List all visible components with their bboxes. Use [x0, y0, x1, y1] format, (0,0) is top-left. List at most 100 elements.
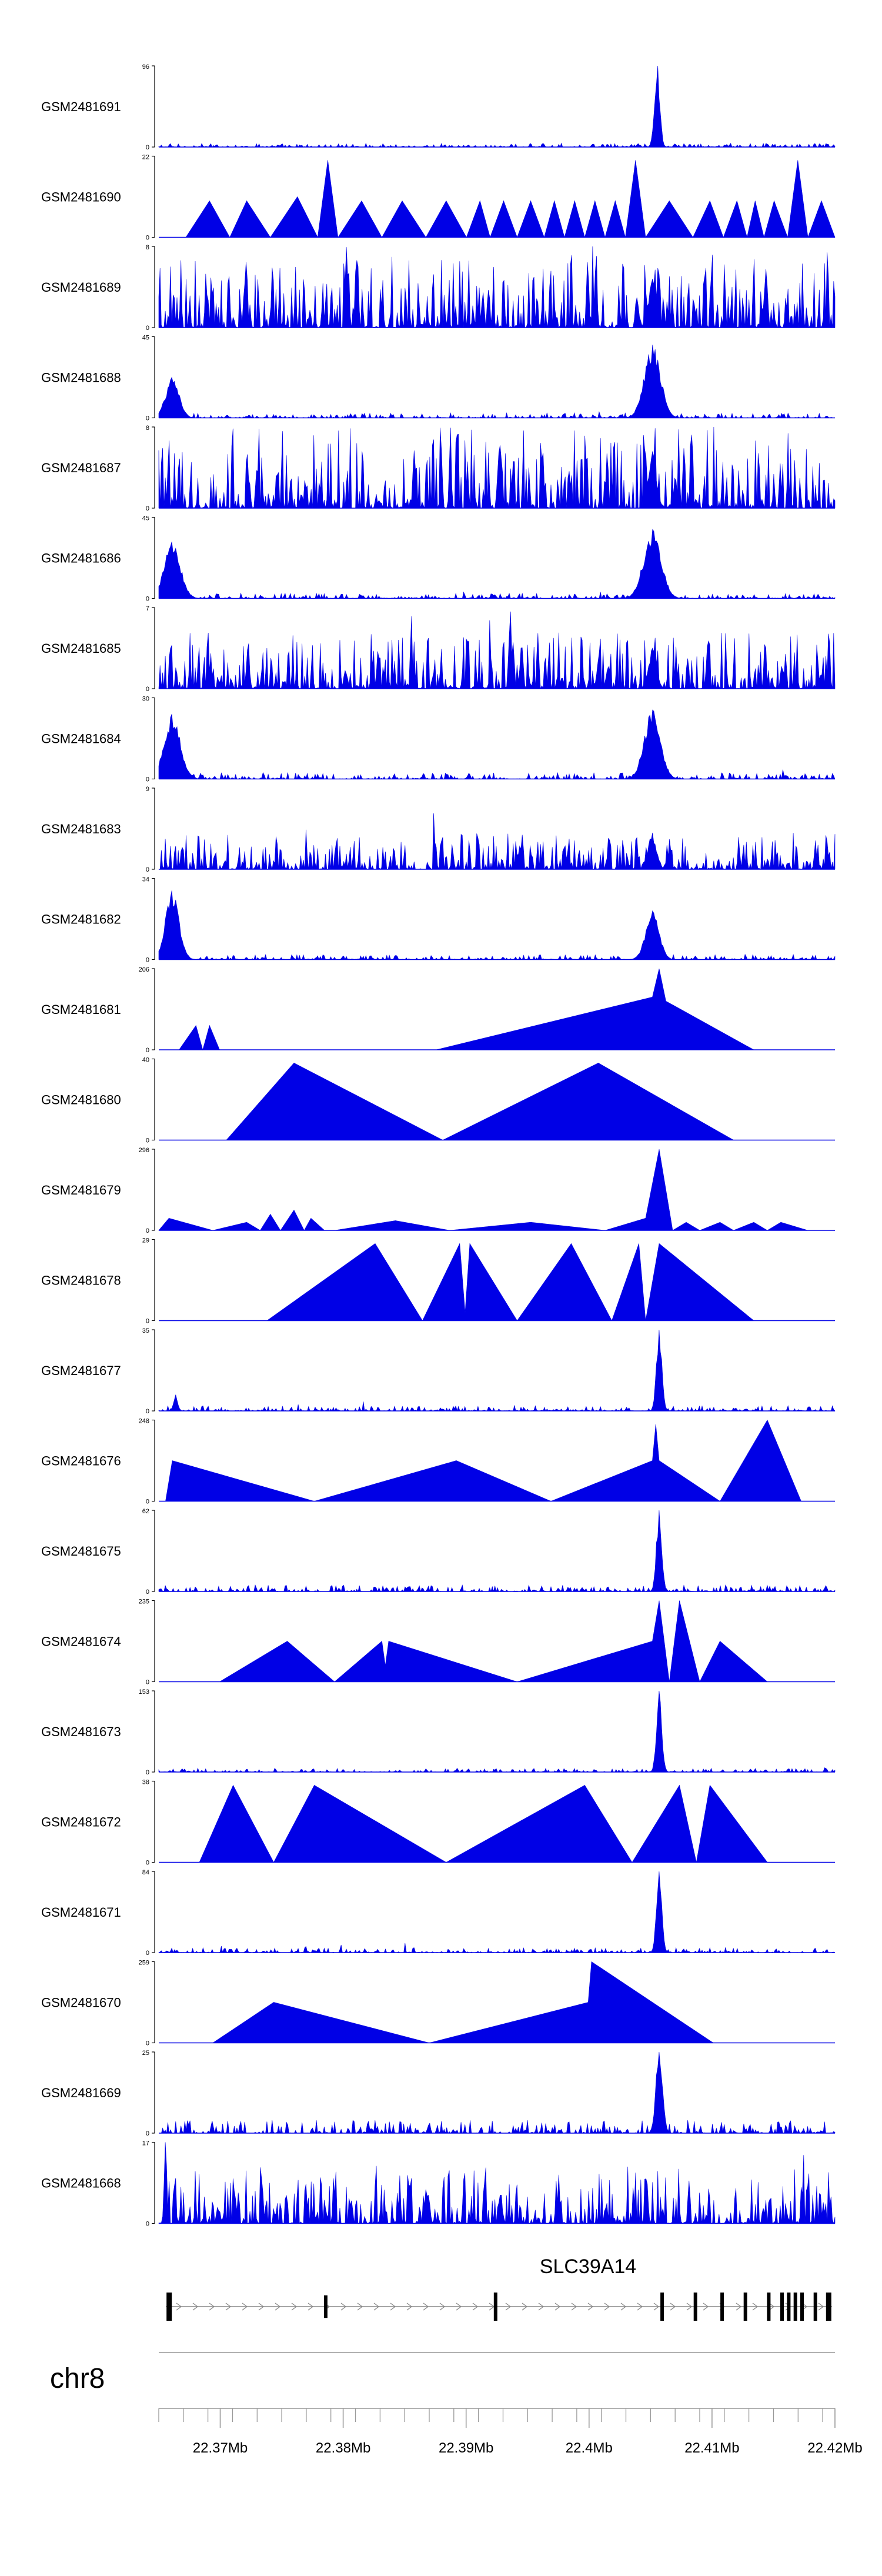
- gene-exon: [493, 2293, 497, 2321]
- gene-exon: [780, 2293, 784, 2321]
- y-zero-label: 0: [146, 415, 149, 422]
- genome-tick-label: 22.37Mb: [193, 2440, 248, 2456]
- strand-arrow: [456, 2303, 462, 2311]
- coverage-area: [212, 1961, 714, 2043]
- coverage-area: [158, 1871, 836, 1953]
- y-max-label: 22: [142, 154, 149, 161]
- track-GSM2481681: GSM2481681 206 0: [41, 966, 835, 1054]
- y-zero-label: 0: [146, 235, 149, 242]
- track-GSM2481688: GSM2481688 45 0: [41, 335, 835, 422]
- track-label: GSM2481688: [41, 371, 121, 385]
- coverage-area: [158, 65, 836, 148]
- strand-arrow: [653, 2303, 660, 2311]
- y-zero-label: 0: [146, 686, 149, 693]
- track-label: GSM2481680: [41, 1093, 121, 1107]
- y-max-label: 259: [139, 1960, 149, 1967]
- coverage-area: [219, 1600, 768, 1683]
- track-GSM2481669: GSM2481669 25 0: [41, 2050, 836, 2137]
- coverage-area: [185, 160, 836, 238]
- track-GSM2481682: GSM2481682 34 0: [41, 876, 836, 964]
- y-zero-label: 0: [146, 1137, 149, 1144]
- coverage-area: [158, 813, 836, 870]
- gene-exon: [720, 2293, 724, 2321]
- track-label: GSM2481673: [41, 1724, 121, 1739]
- track-GSM2481671: GSM2481671 84 0: [41, 1869, 836, 1957]
- track-label: GSM2481677: [41, 1363, 121, 1378]
- track-GSM2481691: GSM2481691 96 0: [41, 64, 836, 151]
- strand-arrow: [752, 2303, 759, 2311]
- genome-axis: chr8 22.37Mb 22.38Mb 22.39Mb 22.4Mb 22.41Mb 2…: [50, 2352, 863, 2456]
- strand-arrow: [554, 2303, 561, 2311]
- coverage-area: [159, 2051, 836, 2134]
- strand-arrow: [242, 2303, 248, 2311]
- y-max-label: 34: [142, 876, 149, 883]
- track-label: GSM2481690: [41, 190, 121, 205]
- coverage-area: [158, 345, 835, 419]
- coverage-area: [158, 1329, 836, 1412]
- y-max-label: 7: [146, 605, 149, 612]
- y-max-label: 45: [142, 335, 149, 342]
- y-max-label: 235: [139, 1599, 149, 1606]
- track-label: GSM2481670: [41, 1996, 121, 2010]
- y-zero-label: 0: [146, 2130, 149, 2137]
- genome-tick-label: 22.38Mb: [316, 2440, 370, 2456]
- strand-arrow: [275, 2303, 281, 2311]
- strand-arrow: [620, 2303, 627, 2311]
- coverage-area: [158, 1690, 836, 1773]
- y-zero-label: 0: [146, 144, 149, 151]
- y-zero-label: 0: [146, 866, 149, 873]
- track-label: GSM2481681: [41, 1002, 121, 1017]
- strand-arrow: [373, 2303, 380, 2311]
- gene-exon: [787, 2293, 791, 2321]
- track-label: GSM2481672: [41, 1815, 121, 1830]
- track-label: GSM2481679: [41, 1183, 121, 1197]
- y-max-label: 45: [142, 515, 149, 522]
- coverage-area: [158, 246, 836, 329]
- gene-exon: [166, 2293, 172, 2321]
- y-max-label: 25: [142, 2050, 149, 2057]
- genome-tick-label: 22.42Mb: [807, 2440, 862, 2456]
- track-label: GSM2481674: [41, 1634, 121, 1649]
- track-GSM2481673: GSM2481673 153 0: [41, 1689, 836, 1776]
- track-label: GSM2481685: [41, 641, 121, 656]
- strand-arrow: [439, 2303, 446, 2311]
- coverage-tracks: GSM2481691960GSM2481690220GSM248168980GS…: [41, 64, 836, 2228]
- coverage-area: [158, 709, 836, 780]
- chromosome-label: chr8: [50, 2363, 105, 2394]
- y-zero-label: 0: [146, 776, 149, 783]
- strand-arrow: [225, 2303, 232, 2311]
- strand-arrow: [472, 2303, 479, 2311]
- gene-exon: [660, 2293, 664, 2321]
- y-zero-label: 0: [146, 1499, 149, 1506]
- coverage-area: [158, 2142, 836, 2224]
- coverage-area: [266, 1243, 754, 1322]
- y-max-label: 96: [142, 64, 149, 71]
- strand-arrow: [587, 2303, 594, 2311]
- y-zero-label: 0: [146, 1679, 149, 1686]
- track-label: GSM2481669: [41, 2086, 121, 2100]
- track-label: GSM2481687: [41, 461, 121, 475]
- y-zero-label: 0: [146, 2040, 149, 2047]
- y-max-label: 29: [142, 1237, 149, 1244]
- strand-arrow: [769, 2303, 775, 2311]
- y-max-label: 40: [142, 1057, 149, 1064]
- y-max-label: 296: [139, 1147, 149, 1154]
- coverage-area: [165, 1419, 801, 1501]
- y-zero-label: 0: [146, 1860, 149, 1867]
- strand-arrow: [571, 2303, 577, 2311]
- strand-arrow: [686, 2303, 693, 2311]
- strand-arrow: [308, 2303, 314, 2311]
- genome-tick-label: 22.41Mb: [684, 2440, 739, 2456]
- y-zero-label: 0: [146, 1769, 149, 1776]
- strand-arrow: [637, 2303, 643, 2311]
- y-max-label: 8: [146, 425, 149, 432]
- track-label: GSM2481683: [41, 822, 121, 836]
- track-label: GSM2481686: [41, 551, 121, 566]
- strand-arrow: [505, 2303, 512, 2311]
- y-max-label: 153: [139, 1689, 149, 1696]
- track-GSM2481679: GSM2481679 296 0: [41, 1147, 835, 1234]
- track-label: GSM2481676: [41, 1454, 121, 1469]
- track-GSM2481687: GSM2481687 8 0: [41, 425, 836, 512]
- coverage-area: [178, 968, 755, 1051]
